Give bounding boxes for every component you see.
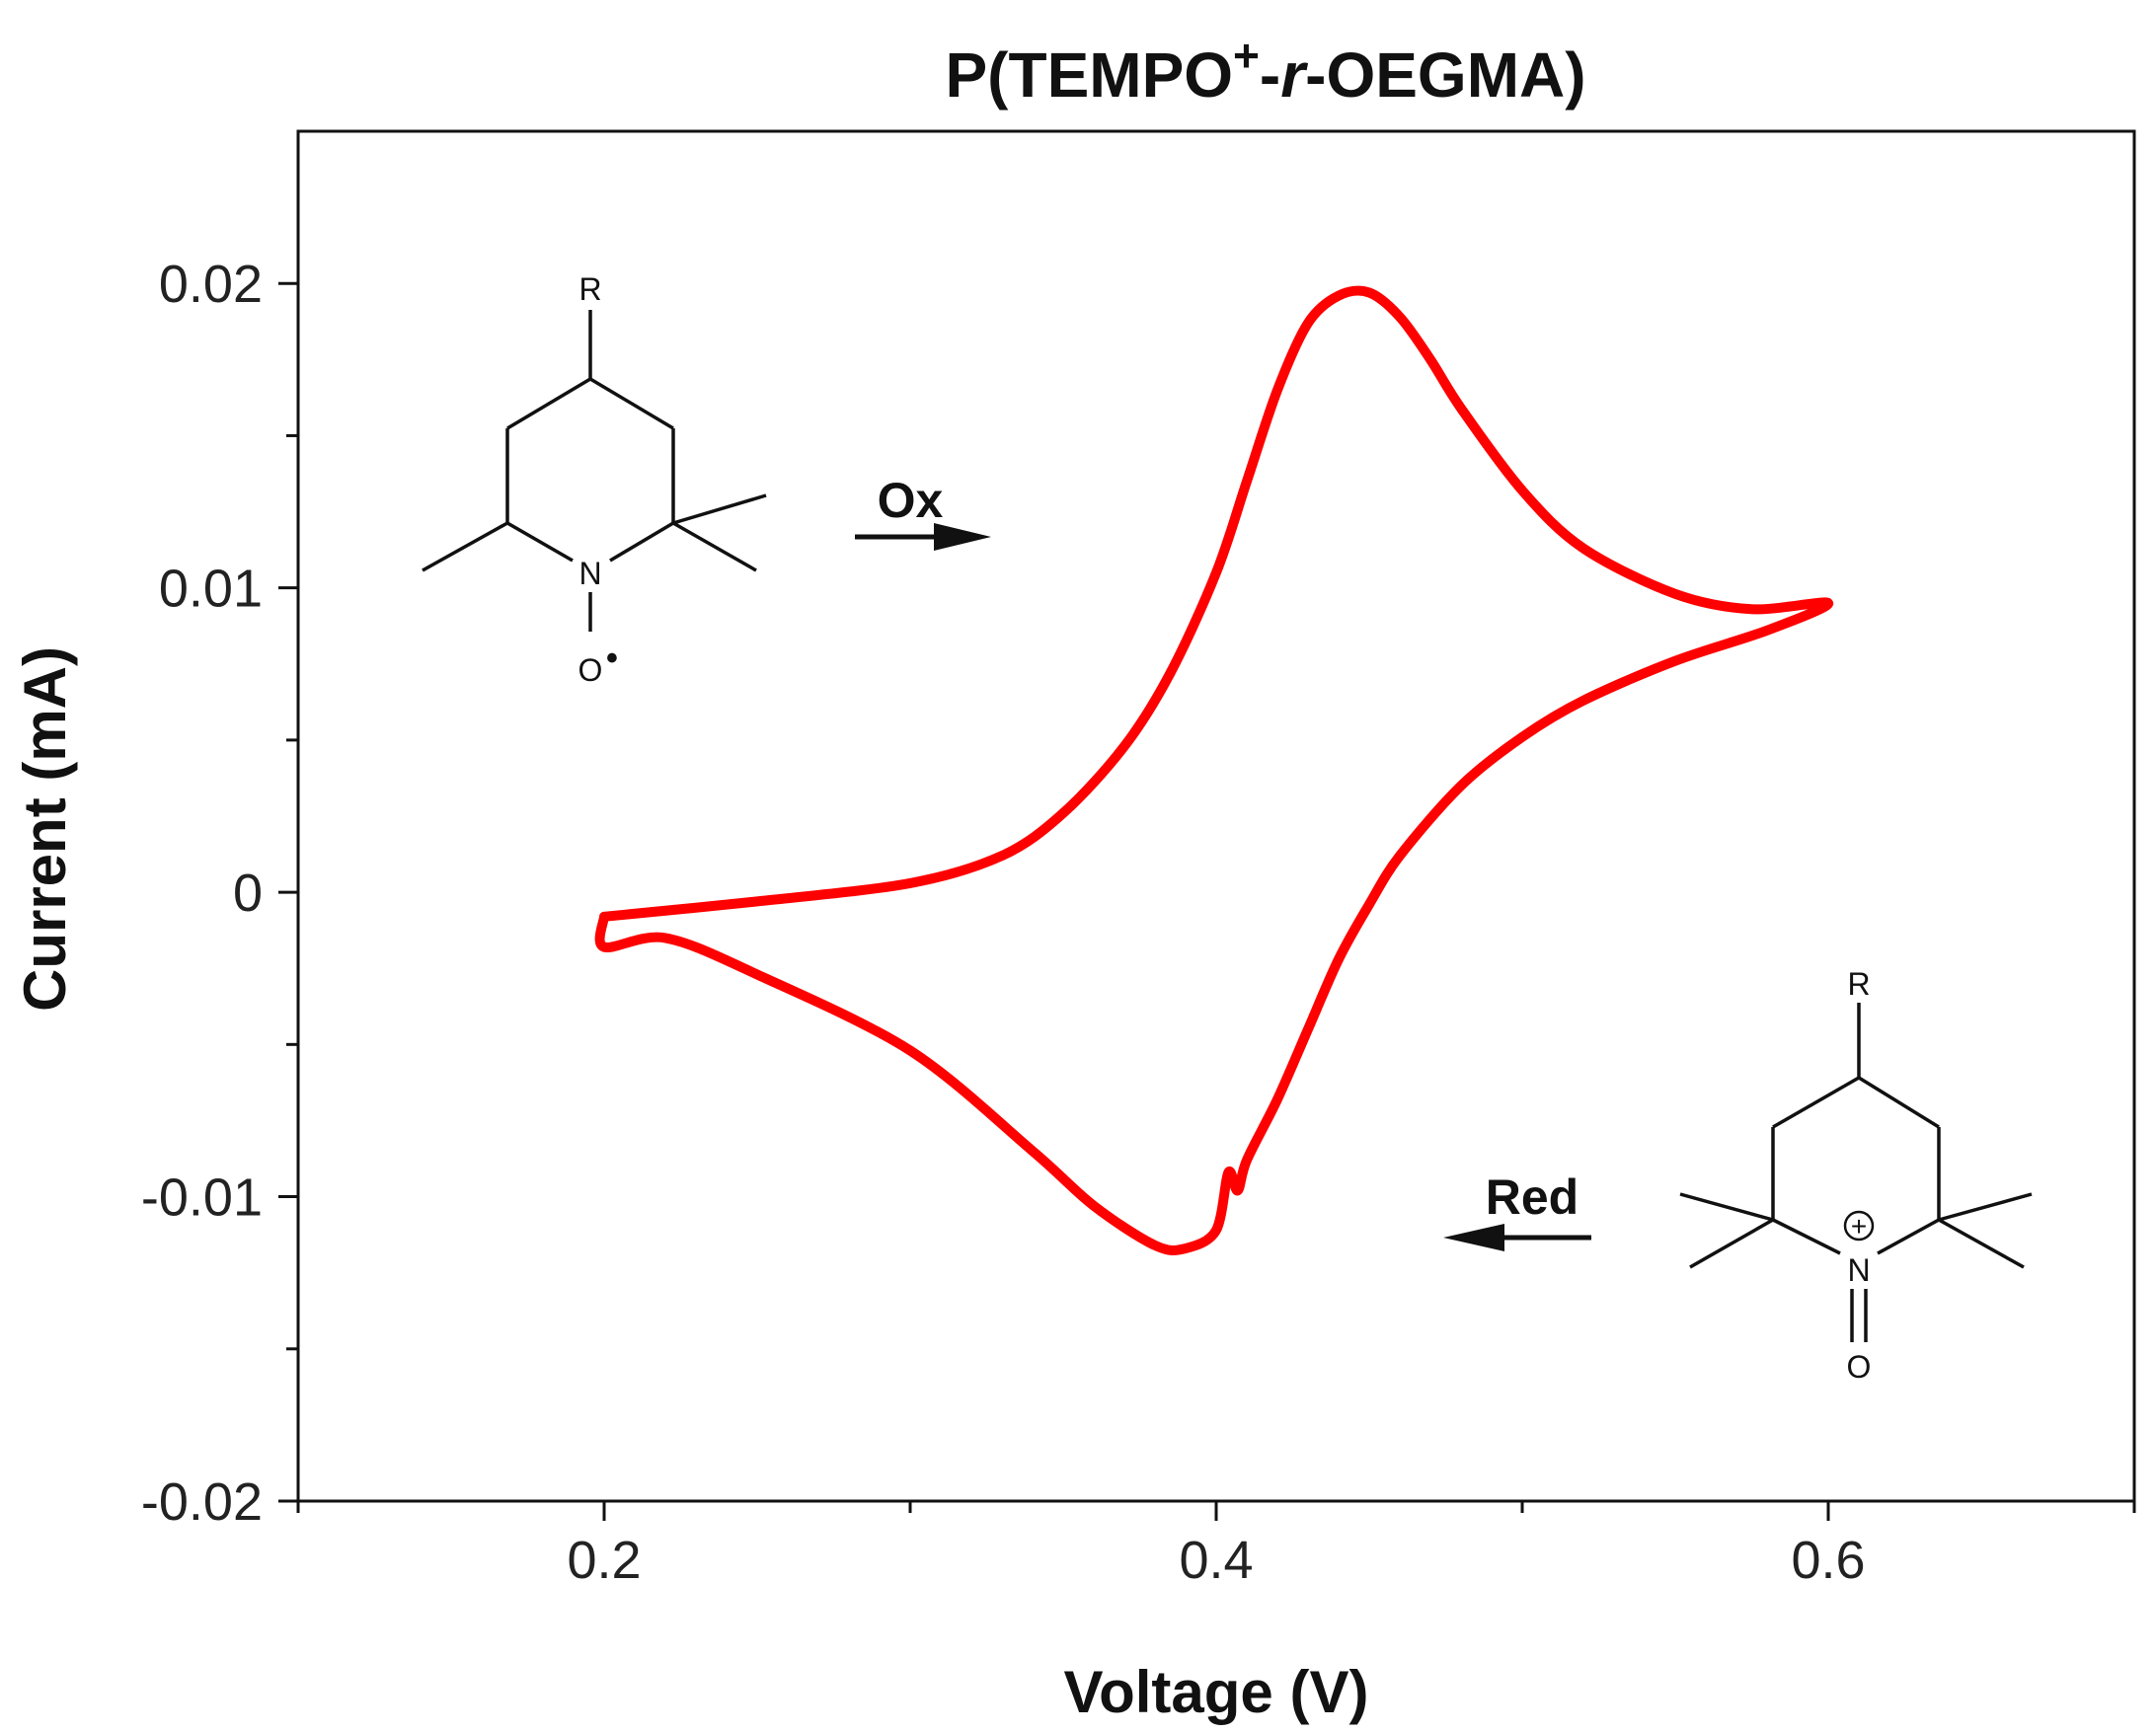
y-axis-label: Current (mA) [12,646,78,1012]
x-axis-ticks: 0.2 0.4 0.6 [296,1501,2136,1590]
x-tick-label: 0.4 [1179,1531,1253,1590]
y-tick-label: 0 [233,864,263,923]
oxidation-arrow [855,523,991,551]
tempo-radical-structure [422,310,767,632]
y-tick-label: -0.02 [141,1472,263,1532]
x-axis-label: Voltage (V) [1064,1659,1369,1725]
reduction-arrow [1443,1224,1591,1251]
y-tick-label: 0.02 [159,255,263,314]
oxidation-label: Ox [878,473,944,528]
reduction-label: Red [1486,1169,1578,1225]
plot-frame [296,129,2136,1503]
chart-title-prefix: P(TEMPO [945,39,1233,111]
tempo-oxoammonium-r-label: R [1847,966,1870,1002]
y-axis-ticks: -0.02 -0.01 0 0.01 0.02 [141,255,298,1532]
tempo-oxoammonium-n-label: N [1847,1252,1870,1288]
chart-title-suffix: -OEGMA) [1305,39,1585,111]
y-tick-label: -0.01 [141,1168,263,1228]
tempo-radical-n-label: N [578,556,601,591]
tempo-oxoammonium-charge: + [1851,1211,1867,1242]
x-tick-label: 0.2 [567,1531,641,1590]
chart-title-dash: - [1260,39,1280,111]
chart-title-italic: r [1280,39,1308,111]
tempo-radical-dot: • [606,640,618,677]
tempo-radical-r-label: R [578,271,601,307]
x-tick-label: 0.6 [1791,1531,1865,1590]
chart-title: P(TEMPO+-r-OEGMA) [945,30,1585,111]
chart-title-superscript: + [1233,30,1260,81]
tempo-oxoammonium-o-label: O [1847,1349,1872,1385]
series-line [594,285,1834,1255]
tempo-radical-o-label: O [578,652,603,688]
tempo-oxoammonium-structure [1679,1003,2033,1342]
y-tick-label: 0.01 [159,560,263,619]
